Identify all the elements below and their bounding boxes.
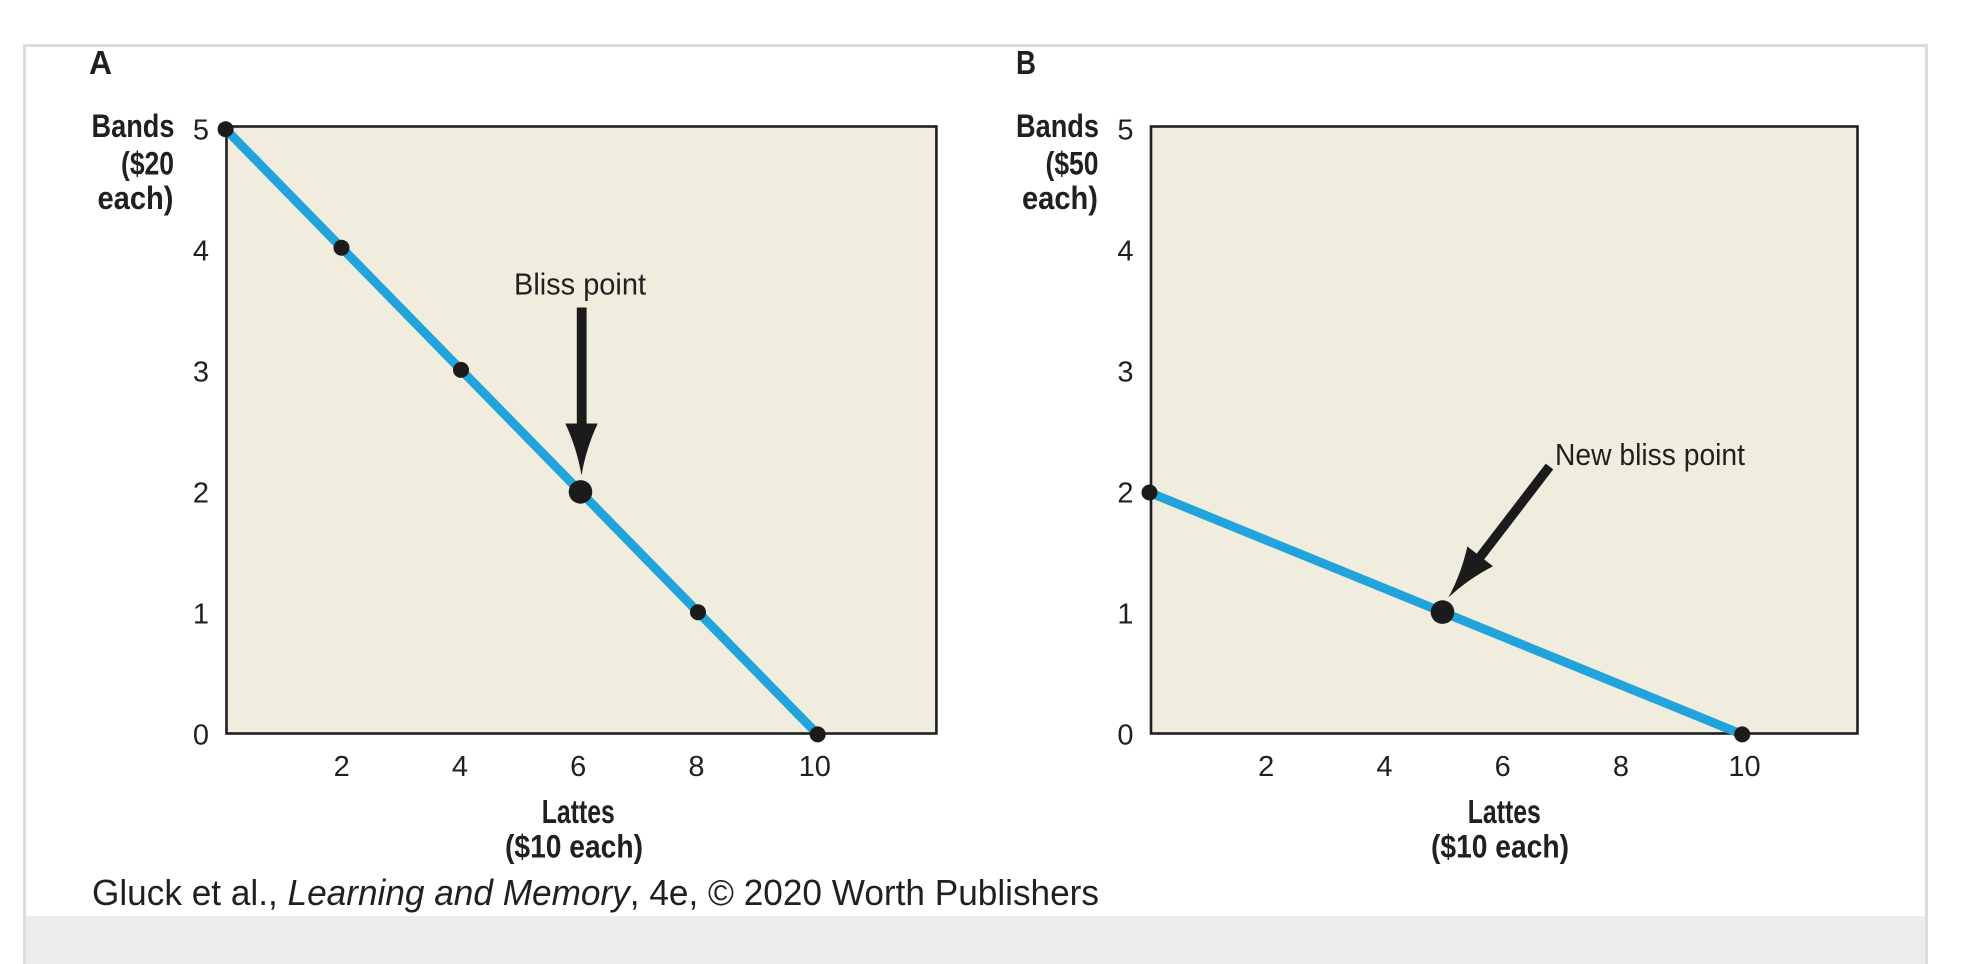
svg-text:Bands: Bands <box>92 108 175 144</box>
svg-text:6: 6 <box>1495 751 1511 783</box>
svg-text:($10 each): ($10 each) <box>1431 829 1569 865</box>
svg-text:($20: ($20 <box>121 146 174 182</box>
svg-text:2: 2 <box>193 478 209 510</box>
svg-text:($50: ($50 <box>1046 146 1099 182</box>
svg-text:New bliss point: New bliss point <box>1555 438 1745 472</box>
svg-text:8: 8 <box>1613 751 1629 783</box>
svg-text:6: 6 <box>570 751 586 783</box>
svg-text:5: 5 <box>1117 114 1133 146</box>
svg-text:2: 2 <box>1258 751 1274 783</box>
svg-text:8: 8 <box>688 751 704 783</box>
svg-text:2: 2 <box>1117 478 1133 510</box>
svg-text:($10 each): ($10 each) <box>505 829 643 865</box>
svg-text:Bliss point: Bliss point <box>514 268 646 302</box>
svg-text:Gluck et al., Learning and Mem: Gluck et al., Learning and Memory, 4e, ©… <box>92 872 1099 913</box>
svg-text:3: 3 <box>193 357 209 389</box>
svg-text:Lattes: Lattes <box>1468 793 1541 830</box>
svg-text:4: 4 <box>1117 236 1133 268</box>
svg-text:4: 4 <box>1376 751 1392 783</box>
svg-text:each): each) <box>1022 180 1098 216</box>
svg-text:2: 2 <box>334 751 350 783</box>
svg-text:5: 5 <box>193 114 209 146</box>
svg-text:1: 1 <box>193 598 209 630</box>
svg-text:0: 0 <box>1117 719 1133 751</box>
svg-text:4: 4 <box>193 236 209 268</box>
svg-text:10: 10 <box>799 751 831 783</box>
svg-text:4: 4 <box>452 751 468 783</box>
svg-text:A: A <box>89 44 112 81</box>
svg-text:1: 1 <box>1117 598 1133 630</box>
svg-text:Lattes: Lattes <box>542 793 615 830</box>
svg-text:3: 3 <box>1117 357 1133 389</box>
svg-text:B: B <box>1016 44 1036 81</box>
svg-text:each): each) <box>98 180 174 216</box>
svg-text:Bands: Bands <box>1016 108 1099 144</box>
svg-text:10: 10 <box>1728 751 1760 783</box>
svg-text:0: 0 <box>193 719 209 751</box>
